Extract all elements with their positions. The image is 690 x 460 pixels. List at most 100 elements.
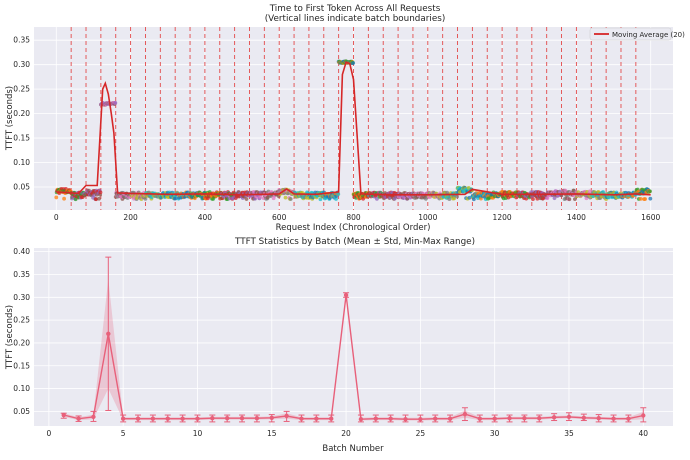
chart1-scatter-point: [643, 197, 648, 201]
chart2-mean-line: [63, 294, 644, 420]
chart1-scatter-point: [351, 61, 356, 66]
chart1-scatter-point: [471, 197, 476, 202]
chart2-mean-marker: [507, 416, 512, 421]
chart2-ytick-label: 0.20: [13, 338, 30, 347]
chart2-mean-marker: [626, 416, 631, 421]
chart1-scatter-point: [97, 196, 101, 201]
chart1-scatter-point: [94, 197, 98, 202]
chart1-scatter-point: [113, 100, 118, 105]
chart2-mean-markers: [61, 292, 646, 422]
chart2-mean-marker: [388, 416, 393, 421]
chart1-scatter-point: [455, 194, 460, 199]
chart-ttft-batch-stats: TTFT Statistics by Batch (Mean ± Std, Mi…: [5, 237, 673, 454]
chart1-ytick-label: 0.10: [13, 158, 30, 167]
chart1-scatter-point: [601, 190, 606, 194]
chart2-mean-marker: [492, 416, 497, 421]
chart2-mean-marker: [403, 416, 408, 422]
chart1-scatter-point: [62, 196, 66, 201]
chart2-mean-marker: [581, 415, 587, 420]
chart2-mean-marker: [224, 416, 230, 421]
chart1-tick-labels: 0 200 400 600 800 1000 1200 1400 1600 0.05 0.10 0.1…: [13, 36, 660, 222]
chart1-scatter-point: [606, 195, 611, 200]
chart1-scatter-point: [648, 196, 653, 201]
chart2-mean-marker: [150, 416, 156, 421]
chart1-scatter-point: [375, 196, 379, 201]
chart1-scatter-point: [424, 196, 428, 201]
chart1-xtick-label: 800: [346, 213, 361, 222]
chart2-mean-marker: [284, 413, 289, 419]
chart2-ytick-label: 0.30: [13, 293, 30, 302]
chart2-ytick-label: 0.15: [13, 361, 30, 370]
chart2-mean-marker: [477, 416, 483, 421]
chart2-ylabel: TTFT (seconds): [5, 305, 15, 370]
chart1-ytick-label: 0.30: [13, 60, 30, 69]
chart2-mean-marker: [195, 416, 200, 421]
chart1-scatter-point: [648, 189, 652, 194]
chart1-scatter-point: [552, 196, 557, 201]
chart1-scatter-point: [531, 197, 535, 202]
chart1-moving-average-line: [56, 61, 651, 196]
chart1-scatter-point: [54, 195, 59, 200]
chart-ttft-requests: Time to First Token Across All Requests …: [5, 4, 685, 233]
chart2-mean-marker: [61, 412, 66, 418]
chart2-mean-marker: [299, 416, 304, 421]
chart2-xlabel: Batch Number: [322, 444, 384, 454]
chart2-xtick-label: 25: [416, 429, 426, 438]
chart2-xtick-label: 35: [564, 429, 574, 438]
chart2-xtick-label: 0: [46, 429, 51, 438]
chart2-mean-marker: [418, 416, 423, 422]
chart2-tick-labels: 0 5 10 15 20 25 30 35 40 0.05 0.10 0.15 0.20 0.25 0.30…: [13, 247, 648, 438]
chart2-mean-marker: [135, 416, 141, 421]
chart2-mean-marker: [210, 416, 215, 421]
chart1-xlabel: Request Index (Chronological Order): [276, 223, 431, 233]
chart1-ytick-label: 0.25: [13, 85, 30, 94]
chart2-mean-marker: [611, 416, 616, 421]
chart2-mean-marker: [254, 416, 260, 421]
chart1-legend-box: [589, 27, 672, 41]
chart1-ylabel: TTFT (seconds): [5, 86, 15, 151]
chart1-xtick-label: 1400: [567, 213, 586, 222]
chart1-xtick-label: 200: [123, 213, 138, 222]
chart2-ytick-label: 0.10: [13, 384, 30, 393]
chart1-legend-label: Moving Average (20): [612, 31, 685, 39]
chart2-xtick-label: 5: [121, 429, 126, 438]
chart1-xtick-label: 0: [54, 213, 59, 222]
chart2-grid: [34, 248, 673, 426]
chart1-scatter-point: [467, 195, 472, 200]
chart1-scatter-point: [452, 196, 457, 201]
chart2-mean-marker: [269, 415, 274, 420]
chart1-scatter-point: [334, 197, 338, 201]
chart2-plot-background: [34, 248, 673, 426]
chart1-scatter-point: [244, 197, 249, 201]
chart2-mean-marker: [165, 416, 170, 421]
chart2-mean-marker: [343, 292, 349, 298]
chart1-scatter-point: [567, 197, 572, 202]
chart1-ytick-label: 0.35: [13, 36, 30, 45]
chart2-mean-marker: [433, 416, 438, 421]
chart1-scatter-point: [98, 190, 103, 195]
chart2-mean-marker: [91, 414, 96, 420]
chart2-title: TTFT Statistics by Batch (Mean ± Std, Mi…: [234, 237, 475, 247]
chart2-ytick-label: 0.35: [13, 270, 30, 279]
chart2-mean-marker: [239, 416, 245, 421]
chart2-xtick-label: 20: [341, 429, 351, 438]
chart1-scatter-point: [336, 192, 341, 197]
chart2-ytick-label: 0.40: [13, 247, 30, 256]
chart2-ytick-label: 0.05: [13, 407, 30, 416]
chart2-mean-marker: [537, 416, 542, 421]
chart1-legend: Moving Average (20): [589, 27, 685, 41]
chart2-xtick-label: 10: [193, 429, 203, 438]
chart2-ytick-label: 0.25: [13, 316, 30, 325]
chart1-scatter-point: [587, 189, 592, 194]
chart2-mean-marker: [596, 416, 601, 421]
chart2-mean-marker: [641, 413, 646, 418]
chart1-xtick-label: 400: [198, 213, 213, 222]
chart2-xtick-label: 15: [267, 429, 277, 438]
chart1-xtick-label: 1000: [418, 213, 437, 222]
chart2-xtick-label: 30: [490, 429, 500, 438]
chart2-mean-marker: [329, 416, 334, 421]
chart2-mean-marker: [447, 416, 453, 421]
chart1-title-line2: (Vertical lines indicate batch boundarie…: [265, 14, 446, 24]
